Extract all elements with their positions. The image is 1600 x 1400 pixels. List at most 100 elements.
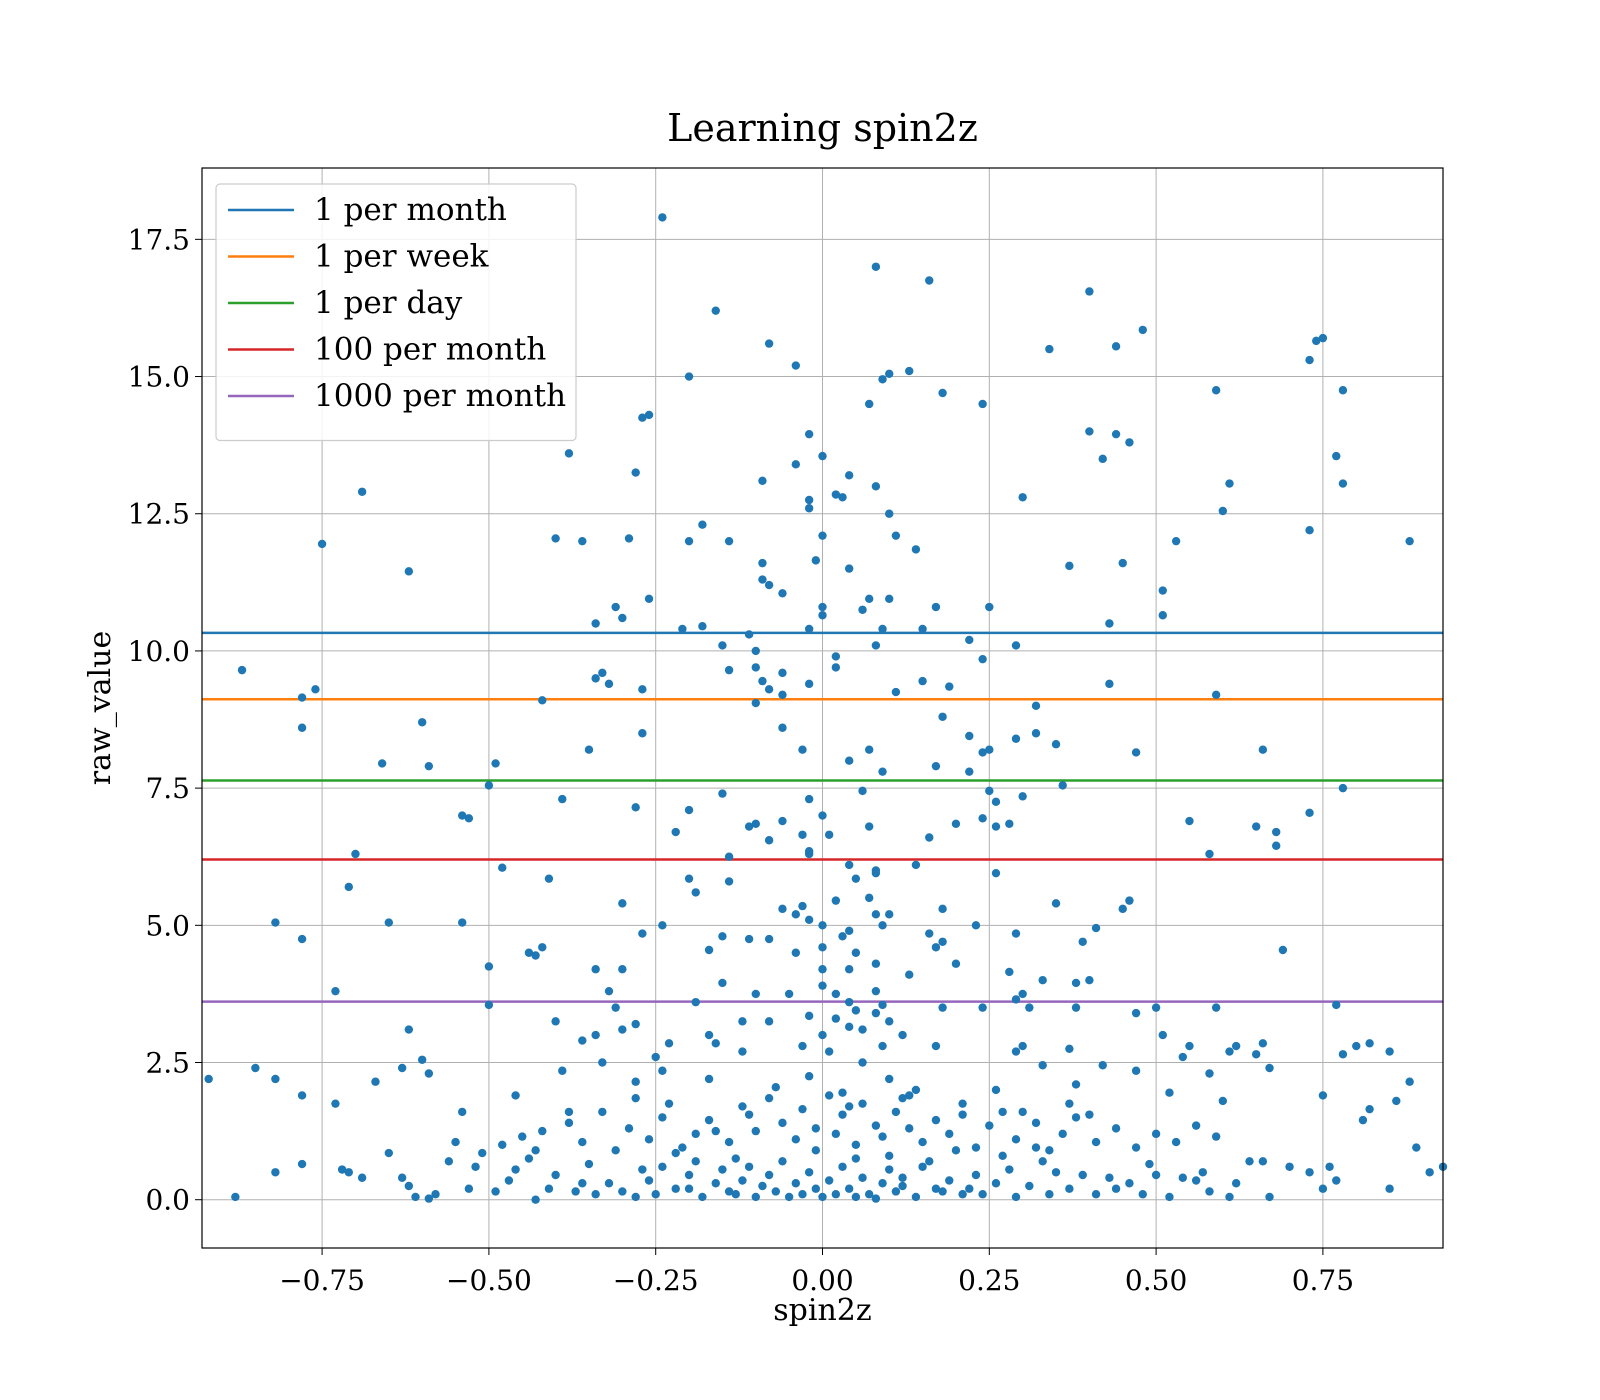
data-point: [1318, 333, 1328, 343]
data-point: [704, 945, 714, 955]
data-point: [858, 1099, 867, 1108]
data-point: [998, 1107, 1007, 1117]
y-tick-label: 15.0: [128, 361, 190, 394]
data-point: [971, 1170, 981, 1180]
data-point: [958, 1190, 967, 1199]
data-point: [1111, 429, 1121, 439]
data-point: [931, 1184, 941, 1193]
grid: [202, 168, 1443, 1248]
data-point: [831, 652, 841, 661]
data-point: [1111, 342, 1121, 351]
data-point: [991, 822, 1001, 831]
data-point: [271, 1168, 280, 1177]
data-point: [204, 1074, 213, 1084]
data-point: [978, 399, 987, 409]
data-point: [611, 1003, 620, 1012]
data-point: [851, 948, 861, 957]
data-point: [598, 1107, 607, 1117]
data-point: [931, 602, 941, 612]
data-point: [718, 932, 727, 941]
data-point: [651, 1190, 660, 1199]
data-point: [1405, 1077, 1414, 1086]
data-point: [584, 745, 594, 754]
data-point: [844, 471, 854, 480]
data-point: [1005, 1165, 1014, 1174]
data-point: [1005, 819, 1014, 828]
data-point: [1031, 729, 1041, 738]
data-point: [885, 1151, 894, 1161]
data-point: [484, 962, 494, 971]
data-point: [778, 690, 787, 700]
data-point: [851, 1192, 861, 1202]
data-point: [1205, 1069, 1214, 1078]
data-point: [865, 594, 874, 603]
data-point: [604, 986, 614, 996]
data-point: [898, 1030, 907, 1040]
data-point: [1365, 1104, 1374, 1114]
data-point: [938, 388, 947, 398]
data-point: [1011, 995, 1021, 1004]
data-point: [985, 602, 994, 612]
data-point: [798, 830, 807, 839]
data-point: [764, 1017, 774, 1026]
data-point: [838, 1088, 847, 1097]
data-point: [251, 1063, 260, 1073]
data-point: [344, 882, 353, 892]
data-point: [1105, 619, 1114, 628]
data-point: [671, 827, 680, 837]
data-point: [1125, 438, 1134, 447]
data-point: [564, 1107, 574, 1117]
data-point: [1265, 1192, 1274, 1202]
data-point: [878, 624, 887, 634]
data-point: [724, 852, 734, 861]
data-point: [1271, 841, 1281, 850]
data-point: [878, 1000, 887, 1010]
data-point: [818, 531, 827, 540]
data-point: [724, 665, 734, 675]
data-point: [978, 1190, 987, 1199]
data-point: [331, 986, 340, 996]
data-point: [931, 761, 941, 771]
data-point: [824, 1091, 834, 1100]
data-point: [938, 937, 947, 946]
data-point: [905, 970, 914, 979]
x-tick-label: 0.75: [1292, 1264, 1354, 1297]
data-point: [804, 1072, 814, 1081]
data-point: [951, 819, 961, 828]
y-axis-label: raw_value: [83, 631, 118, 785]
data-point: [791, 1135, 801, 1144]
data-point: [844, 756, 854, 765]
data-point: [811, 1146, 821, 1155]
data-point: [804, 679, 814, 689]
data-point: [611, 602, 620, 612]
data-point: [1031, 1118, 1041, 1128]
data-point: [551, 1170, 560, 1180]
data-point: [631, 1192, 640, 1202]
data-point: [1071, 1003, 1081, 1012]
data-point: [764, 685, 774, 694]
data-point: [484, 1000, 494, 1010]
data-point: [1085, 287, 1094, 296]
data-point: [844, 564, 854, 573]
y-axis-ticks: 0.0 2.5 5.0 7.5 10.0 12.5 15.0 17.5: [128, 223, 202, 1217]
data-point: [584, 1159, 594, 1169]
data-point: [684, 805, 694, 815]
data-point: [531, 1146, 540, 1155]
data-point: [1285, 1162, 1294, 1171]
data-point: [1018, 989, 1027, 999]
data-point: [297, 1159, 307, 1169]
data-point: [925, 929, 934, 938]
data-point: [658, 1113, 667, 1122]
data-point: [444, 1157, 454, 1166]
data-point: [1018, 1107, 1027, 1117]
data-point: [578, 1137, 587, 1147]
data-point: [1325, 1162, 1334, 1171]
data-point: [885, 594, 894, 603]
x-tick-label: 0.25: [958, 1264, 1020, 1297]
data-point: [718, 641, 727, 650]
data-point: [938, 712, 947, 721]
data-point: [1125, 896, 1134, 905]
data-point: [871, 1194, 881, 1203]
data-point: [424, 1194, 434, 1203]
data-point: [1385, 1047, 1394, 1056]
